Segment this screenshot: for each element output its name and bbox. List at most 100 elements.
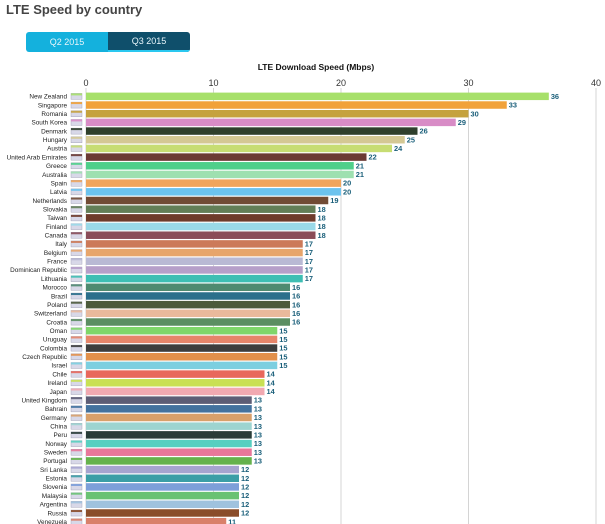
country-label-norway: Norway bbox=[45, 441, 67, 448]
value-label-south-korea: 29 bbox=[458, 118, 466, 127]
bar-slovenia bbox=[86, 483, 239, 491]
x-tick-label: 20 bbox=[336, 78, 346, 88]
flag-icon-romania bbox=[70, 110, 83, 117]
flag-stripe-slovenia bbox=[71, 484, 82, 486]
bar-russia bbox=[86, 509, 239, 517]
flag-stripe-dominican-republic bbox=[71, 267, 82, 269]
flag-stripe-croatia bbox=[71, 319, 82, 322]
country-label-israel: Israel bbox=[51, 363, 67, 370]
value-label-bahrain: 13 bbox=[254, 404, 262, 413]
bar-lithuania bbox=[86, 274, 303, 283]
country-label-argentina: Argentina bbox=[40, 502, 68, 509]
country-label-denmark: Denmark bbox=[41, 128, 68, 135]
country-label-south-korea: South Korea bbox=[31, 120, 67, 127]
bar-italy bbox=[86, 240, 303, 248]
bar-south-korea bbox=[86, 118, 456, 127]
country-label-czech-republic: Czech Republic bbox=[22, 354, 68, 361]
bar-japan bbox=[86, 387, 265, 396]
value-label-china: 13 bbox=[254, 422, 262, 431]
country-label-belgium: Belgium bbox=[44, 250, 67, 257]
value-label-portugal: 13 bbox=[254, 457, 262, 466]
value-label-lithuania: 17 bbox=[305, 274, 313, 283]
flag-stripe-portugal bbox=[71, 457, 82, 460]
flag-stripe-morocco bbox=[71, 284, 82, 287]
value-label-oman: 15 bbox=[279, 326, 287, 335]
value-label-singapore: 33 bbox=[509, 101, 517, 110]
flag-stripe-new-zealand bbox=[71, 93, 82, 96]
country-label-austria: Austria bbox=[47, 146, 67, 153]
flag-icon-brazil bbox=[70, 292, 83, 300]
country-label-sri-lanka: Sri Lanka bbox=[40, 467, 67, 474]
bar-uruguay bbox=[86, 335, 278, 344]
country-label-uruguay: Uruguay bbox=[43, 337, 68, 344]
country-label-united-arab-emirates: United Arab Emirates bbox=[7, 154, 67, 161]
bar-oman bbox=[86, 326, 278, 335]
bar-argentina bbox=[86, 500, 239, 509]
flag-stripe-norway bbox=[71, 440, 82, 443]
bar-united-kingdom bbox=[86, 396, 252, 404]
period-tabs: Q2 2015 Q3 2015 bbox=[26, 32, 190, 52]
x-tick-label: 40 bbox=[591, 78, 601, 88]
flag-stripe-romania bbox=[71, 110, 82, 113]
chart-title: LTE Download Speed (Mbps) bbox=[258, 62, 375, 72]
bar-colombia bbox=[86, 344, 278, 352]
bar-united-arab-emirates bbox=[86, 153, 367, 161]
bar-hungary bbox=[86, 136, 405, 144]
value-label-greece: 21 bbox=[356, 161, 364, 170]
value-label-united-kingdom: 13 bbox=[254, 396, 262, 405]
flag-stripe-hungary bbox=[71, 136, 82, 139]
value-label-romania: 30 bbox=[471, 109, 479, 118]
value-label-italy: 17 bbox=[305, 240, 313, 249]
country-label-russia: Russia bbox=[47, 510, 67, 517]
bar-germany bbox=[86, 413, 252, 422]
flag-stripe-italy bbox=[71, 240, 82, 243]
bar-dominican-republic bbox=[86, 266, 303, 274]
country-label-finland: Finland bbox=[46, 224, 67, 231]
country-label-lithuania: Lithuania bbox=[41, 276, 67, 283]
country-label-united-kingdom: United Kingdom bbox=[22, 397, 67, 404]
flag-stripe-australia bbox=[71, 171, 82, 174]
country-label-portugal: Portugal bbox=[43, 458, 67, 465]
tab-q3-2015[interactable]: Q3 2015 bbox=[108, 32, 190, 52]
flag-stripe-poland bbox=[71, 301, 82, 304]
bar-estonia bbox=[86, 474, 239, 482]
tab-q2-2015[interactable]: Q2 2015 bbox=[26, 32, 108, 52]
value-label-sweden: 13 bbox=[254, 448, 262, 457]
country-label-latvia: Latvia bbox=[50, 189, 67, 196]
flag-stripe-colombia bbox=[71, 345, 82, 348]
flag-stripe-sri-lanka bbox=[71, 466, 82, 469]
flag-stripe-israel bbox=[71, 362, 82, 365]
country-label-hungary: Hungary bbox=[43, 137, 68, 144]
bar-singapore bbox=[86, 101, 507, 109]
value-label-switzerland: 16 bbox=[292, 309, 300, 318]
x-tick-label: 10 bbox=[208, 78, 218, 88]
flag-stripe-bahrain bbox=[71, 405, 82, 408]
bar-canada bbox=[86, 231, 316, 239]
country-label-germany: Germany bbox=[41, 415, 68, 422]
country-label-brazil: Brazil bbox=[51, 293, 67, 300]
flag-stripe-france bbox=[71, 258, 82, 261]
value-label-taiwan: 18 bbox=[318, 213, 326, 222]
value-label-germany: 13 bbox=[254, 413, 262, 422]
value-label-latvia: 20 bbox=[343, 187, 351, 196]
country-label-greece: Greece bbox=[46, 163, 67, 170]
value-label-denmark: 26 bbox=[420, 127, 428, 136]
country-label-japan: Japan bbox=[50, 389, 68, 396]
country-label-china: China bbox=[50, 423, 67, 430]
flag-stripe-russia bbox=[71, 510, 82, 513]
bar-spain bbox=[86, 179, 341, 187]
flag-stripe-united-kingdom bbox=[71, 397, 82, 400]
bar-taiwan bbox=[86, 214, 316, 222]
flag-stripe-japan bbox=[71, 388, 82, 391]
country-label-switzerland: Switzerland bbox=[34, 311, 67, 318]
value-label-united-arab-emirates: 22 bbox=[369, 153, 377, 162]
flag-stripe-czech-republic bbox=[71, 353, 82, 356]
bar-malaysia bbox=[86, 491, 239, 500]
country-label-colombia: Colombia bbox=[40, 345, 67, 352]
bar-chile bbox=[86, 370, 265, 378]
country-label-taiwan: Taiwan bbox=[47, 215, 67, 222]
value-label-czech-republic: 15 bbox=[279, 352, 287, 361]
flag-stripe-china bbox=[71, 423, 82, 426]
country-label-netherlands: Netherlands bbox=[33, 198, 67, 205]
value-label-israel: 15 bbox=[279, 361, 287, 370]
